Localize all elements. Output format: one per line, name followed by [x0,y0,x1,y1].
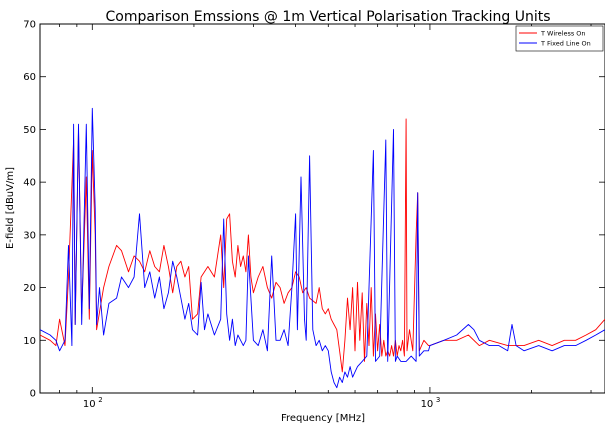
series-line-2 [39,107,605,389]
legend: T Wireless On T Fixed Line On [515,25,604,52]
y-tick-label: 70 [23,20,36,31]
plot-frame [39,23,605,394]
y-axis: 0 10 20 30 40 50 60 70 [23,20,605,400]
y-tick-label: 50 [23,125,36,136]
y-axis-label: E-field [dBuV/m] [5,167,16,249]
legend-box [515,25,604,52]
x-axis-label: Frequency [MHz] [281,413,365,424]
chart-title: Comparison Emssions @ 1m Vertical Polari… [105,9,550,25]
y-tick-label: 60 [23,72,36,83]
series-line-1 [39,118,605,373]
legend-label-2: T Fixed Line On [540,39,591,47]
legend-label-1: T Wireless On [540,29,586,37]
y-tick-label: 20 [23,283,36,294]
x-axis: 10 2 10 3 [39,24,592,410]
x-tick-label: 10 [421,399,434,410]
y-tick-label: 40 [23,178,36,189]
y-tick-label: 30 [23,230,36,241]
plot-area [39,23,605,394]
y-tick-label: 10 [23,336,36,347]
series-layer [39,107,605,389]
y-tick-label: 0 [30,389,36,400]
x-tick-exponent: 3 [436,396,440,404]
x-tick-label: 10 [83,399,96,410]
x-tick-exponent: 2 [98,396,102,404]
